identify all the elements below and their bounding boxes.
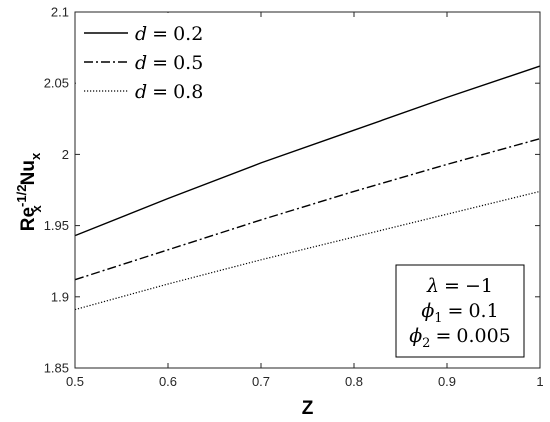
y-tick-label: 1.95 [44,218,69,233]
parameter-annotation: λ = −1 ϕ1 = 0.1ϕ2 = 0.005 [395,264,525,358]
x-tick-label: 0.9 [438,374,456,389]
series-line-2 [74,138,541,281]
x-tick-label: 0.5 [66,374,84,389]
y-tick-label: 2.1 [51,5,69,20]
x-tick-label: 1 [536,374,543,389]
y-tick-label: 2 [62,147,69,162]
annotation-box [395,264,525,358]
x-axis-label: Z [302,398,314,419]
series-line-1 [74,65,541,237]
plot-frame [74,11,541,369]
annotation-line-2: ϕ1 = 0.1 [421,300,498,326]
annotation-line-3: ϕ2 = 0.005 [409,325,511,351]
y-label-base1: Re [18,207,39,231]
y-axis: 1.85 1.9 1.95 2 2.05 2.1 [44,5,540,376]
x-tick-label: 0.7 [252,374,270,389]
y-axis-label: Re-1/2xNux [14,152,44,231]
y-tick-label: 1.9 [51,289,69,304]
series-line-3 [74,190,541,311]
y-label-sup1: -1/2 [14,185,29,207]
y-label-sub2: x [28,152,43,160]
x-tick-label: 0.6 [159,374,177,389]
y-tick-label: 1.85 [44,361,69,376]
legend-label-2: d = 0.5 [135,52,203,74]
y-label-sub1: x [29,205,44,213]
legend-label-3: d = 0.8 [135,81,203,103]
y-label-base2: Nu [18,160,39,185]
legend: d = 0.2 d = 0.5 d = 0.8 [76,13,221,106]
annotation-line-1: λ = −1 [426,275,493,297]
y-tick-label: 2.05 [44,76,69,91]
x-tick-label: 0.8 [345,374,363,389]
legend-label-1: d = 0.2 [135,23,203,45]
plot-lines [74,65,541,311]
x-axis: 0.5 0.6 0.7 0.8 0.9 1 [66,12,544,389]
